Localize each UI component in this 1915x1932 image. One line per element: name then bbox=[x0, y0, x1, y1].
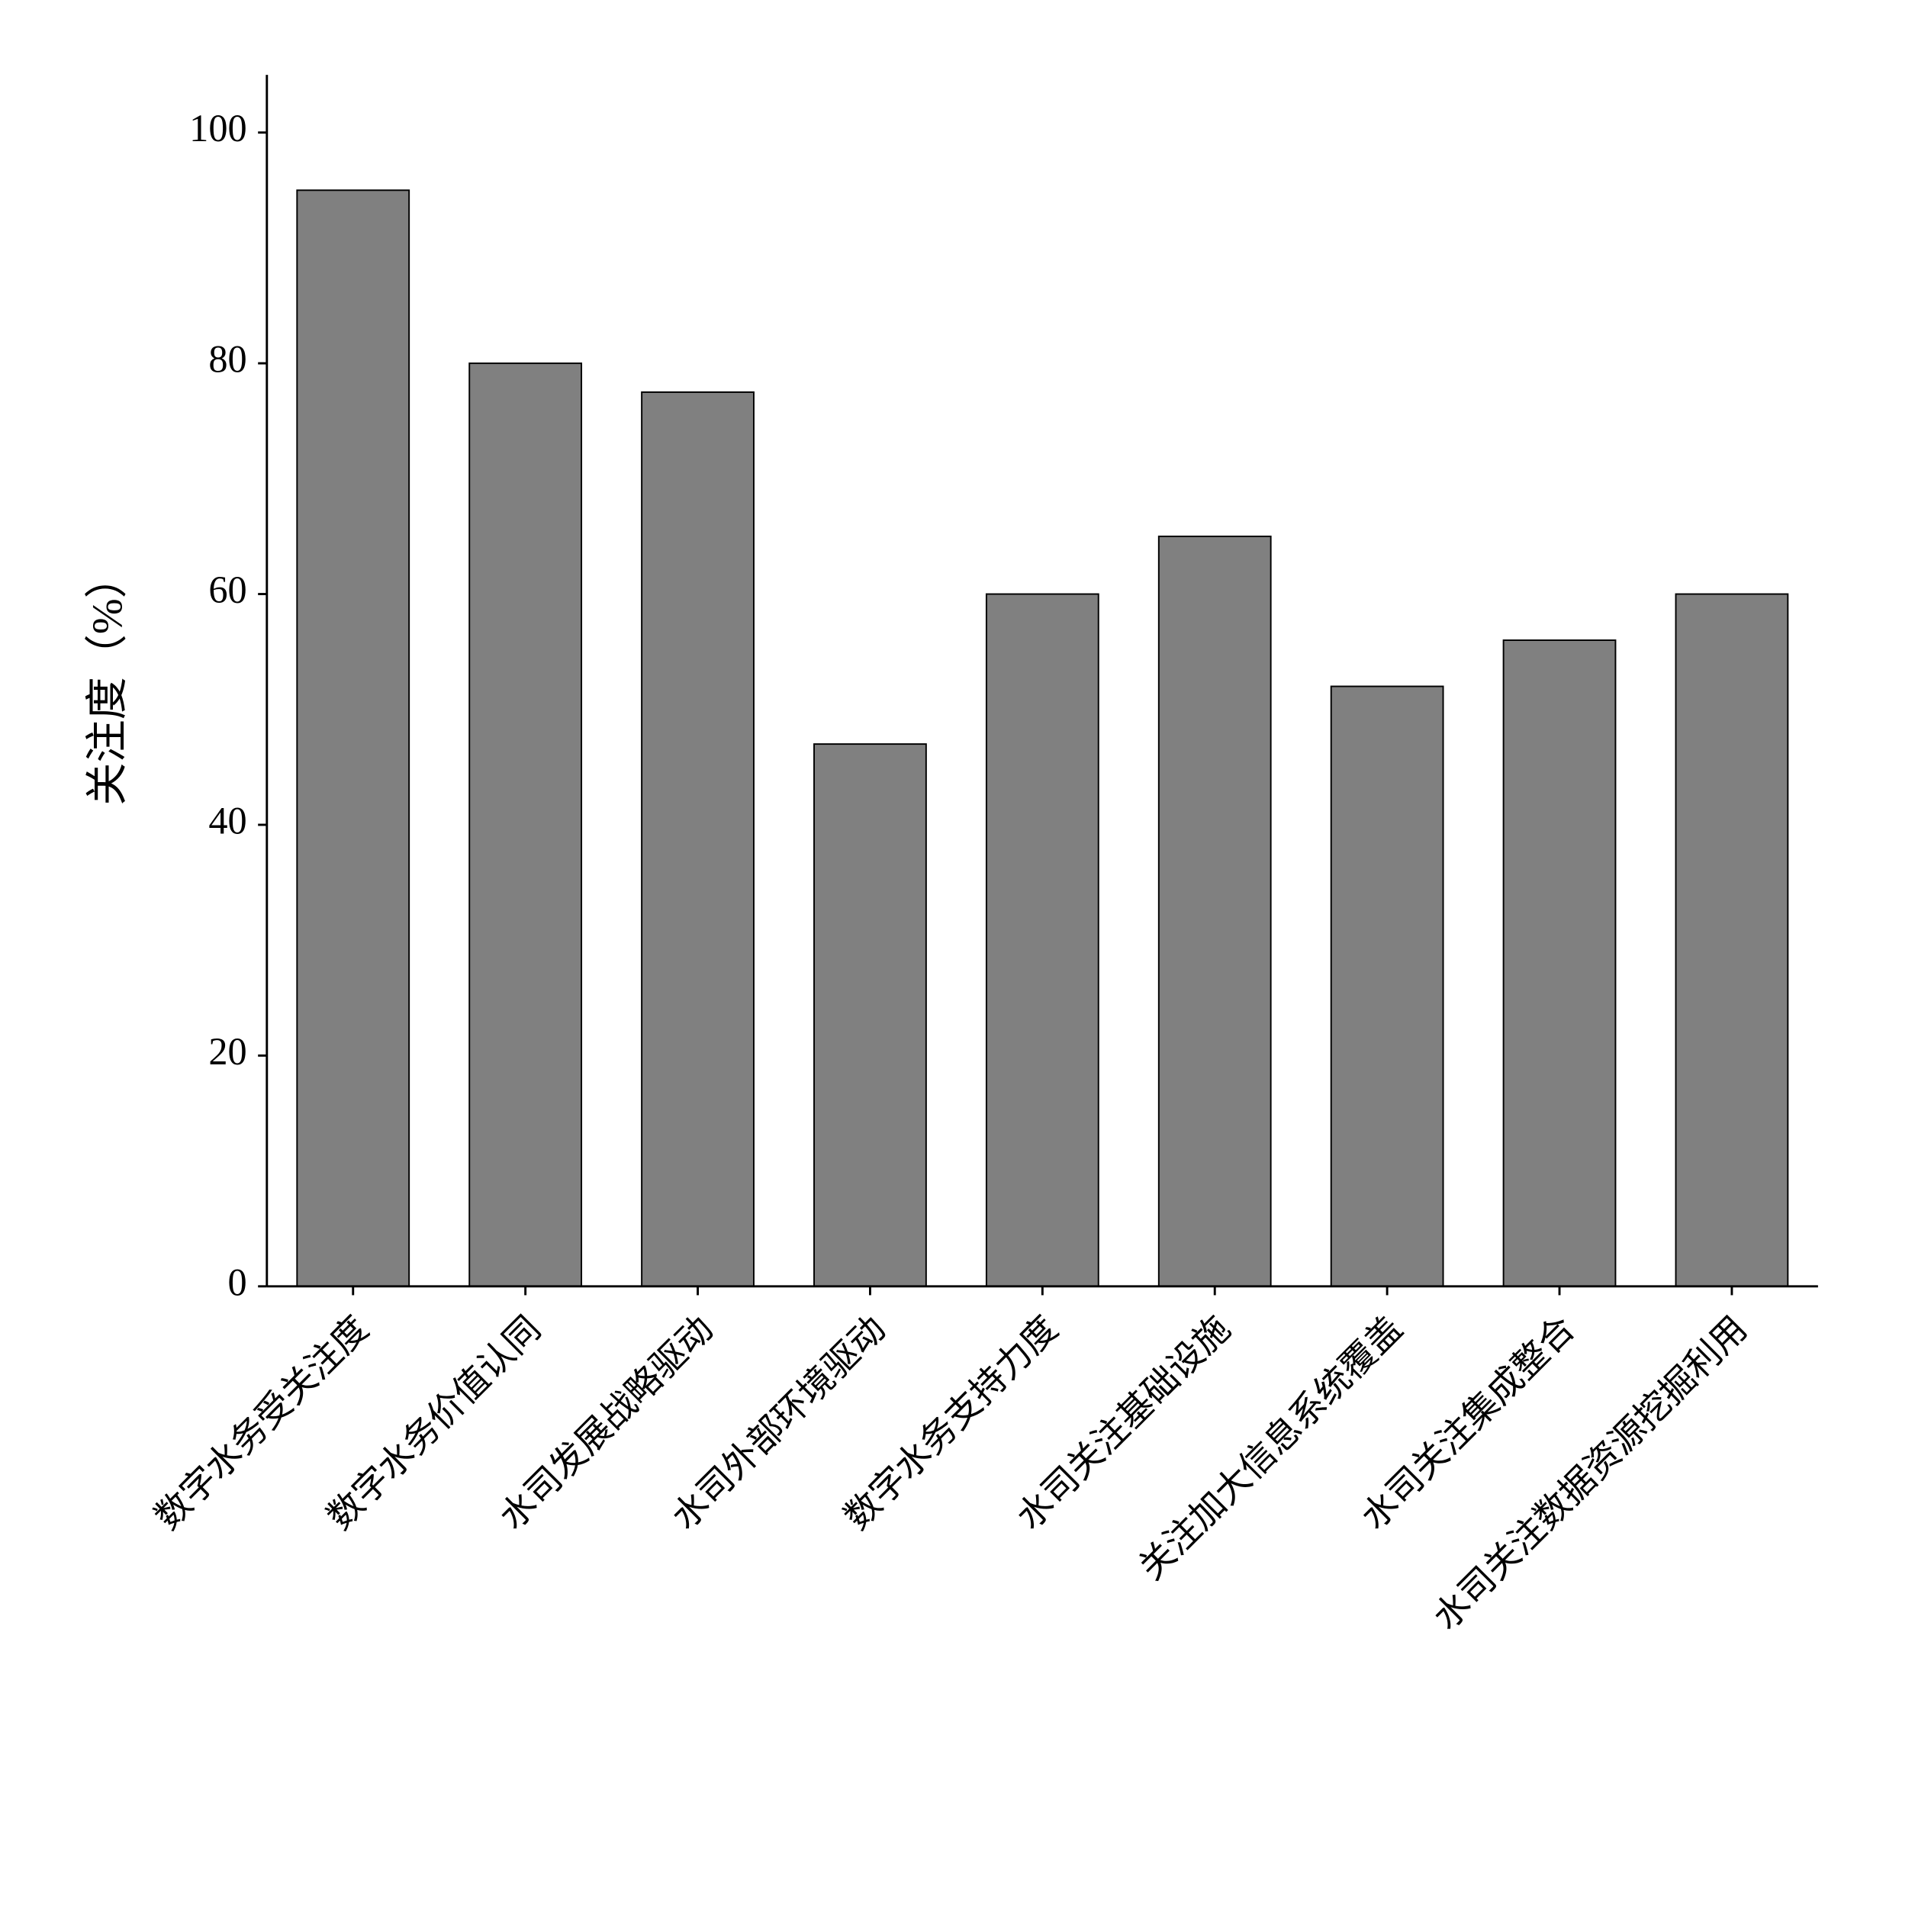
bar bbox=[642, 392, 754, 1286]
bar bbox=[297, 190, 409, 1286]
y-tick-label: 0 bbox=[227, 1261, 246, 1303]
y-tick-label: 100 bbox=[189, 107, 246, 150]
bar bbox=[1504, 640, 1616, 1286]
bar-chart-container: 020406080100数字水务受关注度数字水务价值认同水司发展战略驱动水司外部… bbox=[31, 31, 1884, 1901]
bar bbox=[1676, 594, 1788, 1286]
y-tick-label: 60 bbox=[208, 568, 246, 611]
y-tick-label: 20 bbox=[208, 1030, 246, 1073]
bar-chart: 020406080100数字水务受关注度数字水务价值认同水司发展战略驱动水司外部… bbox=[31, 31, 1884, 1901]
bar bbox=[986, 594, 1099, 1286]
y-axis-label: 关注度（%） bbox=[84, 555, 131, 805]
bar bbox=[1159, 536, 1271, 1286]
y-tick-label: 80 bbox=[208, 338, 246, 381]
y-tick-label: 40 bbox=[208, 800, 246, 842]
bar bbox=[469, 363, 581, 1286]
bar bbox=[814, 744, 926, 1286]
bar bbox=[1331, 687, 1443, 1286]
